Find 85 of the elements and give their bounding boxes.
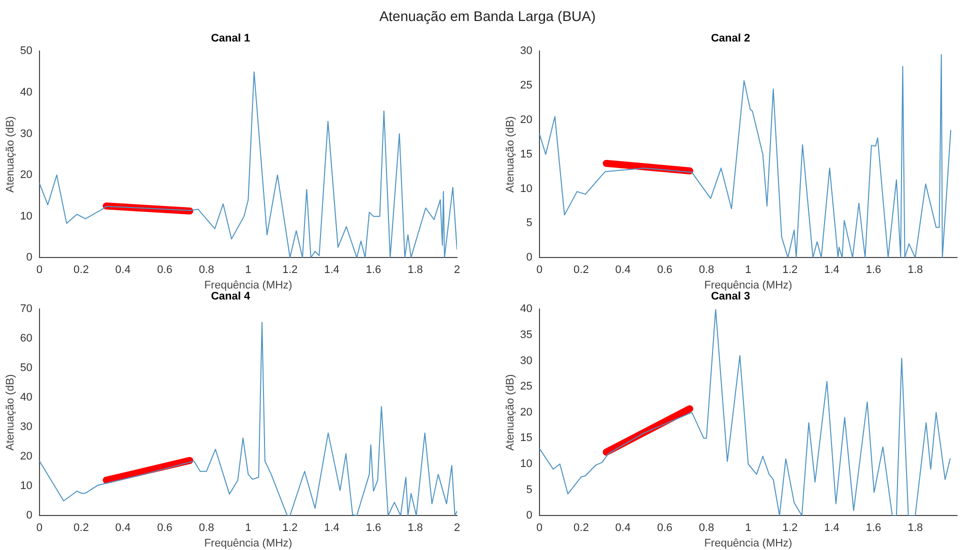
x-axis-title: Frequência (MHz) <box>704 537 792 550</box>
x-tick-label: 1 <box>745 264 752 276</box>
x-tick-label: 1.2 <box>782 264 798 276</box>
y-tick-label: 20 <box>520 406 532 418</box>
y-tick-label: 10 <box>520 458 532 470</box>
y-tick-label: 30 <box>520 354 532 367</box>
y-tick-label: 10 <box>20 480 32 492</box>
y-tick-label: 0 <box>26 252 32 264</box>
y-tick-label: 10 <box>20 210 32 222</box>
x-tick-label: 1.8 <box>408 522 423 534</box>
x-tick-label: 1 <box>245 522 252 534</box>
x-tick-label: 1.8 <box>908 522 923 534</box>
y-tick-label: 15 <box>520 148 532 160</box>
y-tick-label: 25 <box>520 380 532 393</box>
y-tick-label: 30 <box>520 45 532 58</box>
y-axis-title: Atenuação (dB) <box>4 116 17 193</box>
x-tick-label: 1.6 <box>866 522 882 534</box>
x-tick-label: 1.2 <box>282 522 298 534</box>
x-tick-label: 1.4 <box>824 264 840 276</box>
x-tick-label: 1 <box>745 522 752 534</box>
x-tick-label: 0.2 <box>574 522 589 534</box>
x-tick-label: 1.4 <box>324 264 340 276</box>
y-axis-title: Atenuação (dB) <box>4 374 17 451</box>
x-tick-label: 0.4 <box>615 522 631 534</box>
x-tick-label: 1.8 <box>908 264 923 276</box>
y-tick-label: 40 <box>20 86 32 99</box>
x-tick-label: 0 <box>536 522 542 534</box>
x-tick-label: 1 <box>245 264 252 276</box>
x-tick-label: 0 <box>36 522 42 534</box>
y-tick-label: 35 <box>520 329 532 342</box>
y-tick-label: 40 <box>520 303 532 316</box>
x-tick-label: 0.6 <box>157 522 172 534</box>
x-tick-label: 2 <box>454 522 460 534</box>
y-tick-label: 30 <box>20 128 32 140</box>
chart-title: Canal 3 <box>710 290 750 303</box>
y-tick-label: 15 <box>520 432 532 444</box>
x-tick-label: 1.4 <box>324 522 340 534</box>
chart-title: Canal 2 <box>710 32 750 45</box>
x-axis-title: Frequência (MHz) <box>204 537 292 550</box>
x-tick-label: 0.4 <box>115 522 131 534</box>
x-tick-label: 0.4 <box>115 264 131 276</box>
x-tick-label: 0.8 <box>198 264 214 276</box>
x-tick-label: 1.2 <box>282 264 298 276</box>
y-tick-label: 20 <box>20 450 32 463</box>
y-tick-label: 50 <box>20 362 32 374</box>
x-tick-label: 0 <box>36 264 42 276</box>
x-tick-label: 0 <box>536 264 542 276</box>
x-tick-label: 0.6 <box>657 264 672 276</box>
x-tick-label: 0.2 <box>74 522 89 534</box>
chart-title: Canal 4 <box>210 290 251 303</box>
y-tick-label: 5 <box>526 484 532 496</box>
x-tick-label: 0.8 <box>698 522 714 534</box>
x-tick-label: 0.4 <box>615 264 631 276</box>
y-tick-label: 20 <box>520 114 532 126</box>
x-tick-label: 1.2 <box>782 522 798 534</box>
x-tick-label: 0.6 <box>657 522 672 534</box>
text: Atenuação em Banda Larga (BUA) <box>378 8 597 24</box>
y-axis-title: Atenuação (dB) <box>504 116 517 193</box>
y-tick-label: 0 <box>526 252 532 264</box>
y-tick-label: 40 <box>20 392 32 404</box>
y-tick-label: 0 <box>526 510 532 522</box>
x-tick-label: 1.6 <box>366 522 382 534</box>
x-tick-label: 0.8 <box>198 522 214 534</box>
y-axis-title: Atenuação (dB) <box>504 374 517 451</box>
x-tick-label: 0.6 <box>157 264 172 276</box>
x-tick-label: 1.6 <box>866 264 882 276</box>
y-tick-label: 20 <box>20 169 32 182</box>
chart-title: Canal 1 <box>210 32 250 45</box>
y-tick-label: 0 <box>26 510 32 522</box>
x-tick-label: 1.8 <box>408 264 423 276</box>
x-tick-label: 1.6 <box>366 264 382 276</box>
x-tick-label: 0.2 <box>74 264 89 276</box>
y-tick-label: 70 <box>20 303 32 316</box>
y-tick-label: 50 <box>20 45 32 58</box>
x-axis-title: Frequência (MHz) <box>204 279 292 292</box>
x-tick-label: 2 <box>454 264 460 276</box>
y-tick-label: 30 <box>20 421 32 434</box>
x-tick-label: 1.4 <box>824 522 840 534</box>
y-tick-label: 25 <box>520 80 532 92</box>
x-tick-label: 0.2 <box>574 264 589 276</box>
y-tick-label: 60 <box>20 332 32 345</box>
y-tick-label: 5 <box>526 217 532 230</box>
x-axis-title: Frequência (MHz) <box>704 279 792 292</box>
y-tick-label: 10 <box>520 182 532 195</box>
x-tick-label: 0.8 <box>698 264 714 276</box>
